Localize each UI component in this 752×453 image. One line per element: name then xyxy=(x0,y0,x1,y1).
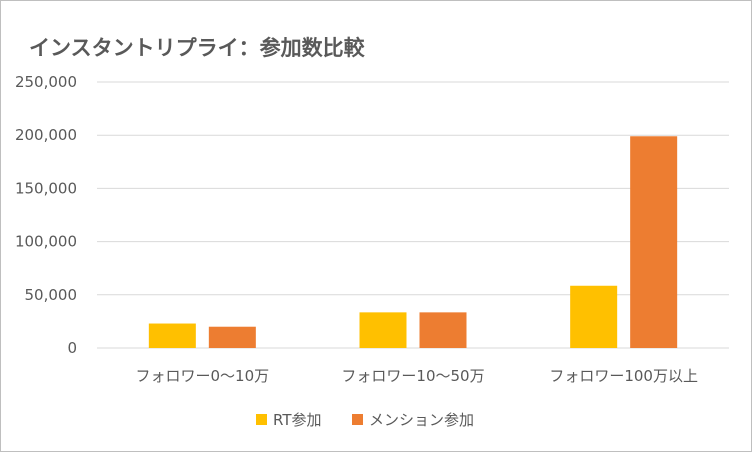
legend-swatch-rt xyxy=(256,414,267,425)
y-tick-label: 0 xyxy=(67,339,77,357)
y-tick-label: 150,000 xyxy=(15,179,77,197)
chart-title: インスタントリプライ：参加数比較 xyxy=(29,36,366,60)
grid-layer xyxy=(97,81,729,349)
bar-mention-2 xyxy=(630,136,678,348)
x-axis-labels: フォロワー0〜10万 フォロワー10〜50万 フォロワー100万以上 xyxy=(136,367,698,385)
bar-rt-0 xyxy=(148,323,196,348)
legend-swatch-mention xyxy=(352,414,363,425)
y-tick-label: 200,000 xyxy=(15,126,77,144)
legend-label-mention: メンション参加 xyxy=(369,411,474,429)
y-tick-label: 100,000 xyxy=(15,233,77,251)
x-category-label: フォロワー10〜50万 xyxy=(341,367,484,385)
x-category-label: フォロワー0〜10万 xyxy=(136,367,270,385)
bar-mention-0 xyxy=(208,326,256,348)
legend: RT参加 メンション参加 xyxy=(256,411,474,429)
y-axis-labels: 0 50,000 100,000 150,000 200,000 250,000 xyxy=(15,73,77,357)
x-category-label: フォロワー100万以上 xyxy=(549,367,698,385)
bar-mention-1 xyxy=(419,312,467,348)
bar-rt-1 xyxy=(359,312,407,348)
legend-label-rt: RT参加 xyxy=(273,411,322,429)
y-tick-label: 250,000 xyxy=(15,73,77,91)
y-tick-label: 50,000 xyxy=(25,286,78,304)
bars-layer xyxy=(148,136,678,348)
bar-rt-2 xyxy=(570,285,618,348)
